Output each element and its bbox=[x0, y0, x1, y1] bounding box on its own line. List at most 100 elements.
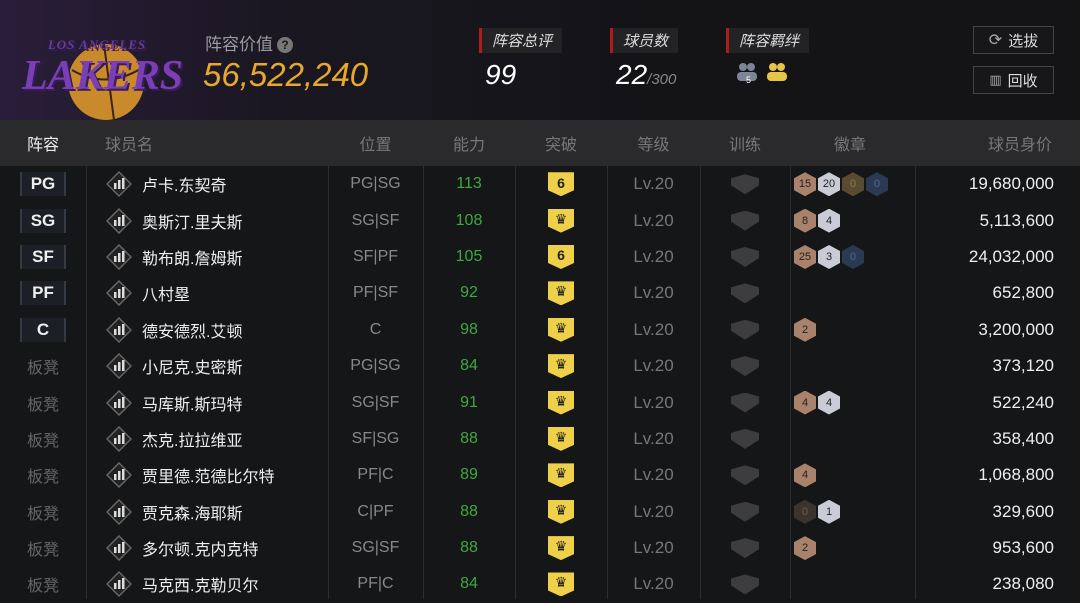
player-name-cell[interactable]: 贾克森.海耶斯 bbox=[86, 494, 328, 530]
badge-icon[interactable]: 25 bbox=[794, 244, 816, 269]
stats-chart-icon[interactable] bbox=[106, 571, 132, 598]
badge-icon[interactable]: 2 bbox=[794, 317, 816, 342]
training-cell[interactable] bbox=[700, 566, 790, 602]
training-cell[interactable] bbox=[700, 421, 790, 457]
badge-icon[interactable]: 2 bbox=[794, 536, 816, 561]
lineup-slot[interactable]: 板凳 bbox=[0, 494, 86, 530]
training-cell[interactable] bbox=[700, 530, 790, 566]
lineup-slot[interactable]: C bbox=[0, 312, 86, 348]
badge-icon[interactable]: 4 bbox=[818, 208, 840, 233]
recycle-button[interactable]: ▥ 回收 bbox=[973, 66, 1054, 94]
stats-chart-icon[interactable] bbox=[106, 425, 132, 452]
table-row[interactable]: 板凳 贾里德.范德比尔特 PF|C 89 ♛ Lv.20 4 1,068,800 bbox=[0, 457, 1080, 493]
col-training[interactable]: 训练 bbox=[728, 137, 761, 154]
lineup-slot[interactable]: SG bbox=[0, 202, 86, 238]
training-cell[interactable] bbox=[700, 494, 790, 530]
breakthrough-stage-icon[interactable]: 6 bbox=[548, 172, 574, 197]
col-badges[interactable]: 徽章 bbox=[833, 137, 866, 154]
breakthrough-crown-icon[interactable]: ♛ bbox=[548, 572, 574, 597]
stats-chart-icon[interactable] bbox=[106, 389, 132, 416]
breakthrough-crown-icon[interactable]: ♛ bbox=[548, 536, 574, 561]
training-cell[interactable] bbox=[700, 275, 790, 311]
player-name-cell[interactable]: 小尼克.史密斯 bbox=[86, 348, 328, 384]
breakthrough-crown-icon[interactable]: ♛ bbox=[548, 317, 574, 342]
badge-icon[interactable]: 0 bbox=[794, 499, 816, 524]
training-cell[interactable] bbox=[700, 166, 790, 202]
badge-icon[interactable]: 1 bbox=[818, 499, 840, 524]
breakthrough-crown-icon[interactable]: ♛ bbox=[548, 499, 574, 524]
lineup-slot[interactable]: PG bbox=[0, 166, 86, 202]
bond-5-icon[interactable]: 5 bbox=[734, 61, 760, 85]
lineup-slot[interactable]: SF bbox=[0, 239, 86, 275]
table-row[interactable]: SF 勒布朗.詹姆斯 SF|PF 105 6 Lv.20 25 3 0 24,032… bbox=[0, 239, 1080, 275]
lineup-slot[interactable]: 板凳 bbox=[0, 384, 86, 420]
badge-icon[interactable]: 0 bbox=[842, 172, 864, 197]
player-name-cell[interactable]: 卢卡.东契奇 bbox=[86, 166, 328, 202]
stats-chart-icon[interactable] bbox=[106, 353, 132, 380]
col-level[interactable]: 等级 bbox=[637, 137, 670, 154]
badge-icon[interactable]: 3 bbox=[818, 244, 840, 269]
badge-icon[interactable]: 20 bbox=[818, 172, 840, 197]
badge-icon[interactable]: 4 bbox=[794, 463, 816, 488]
col-player-value[interactable]: 球员身价 bbox=[987, 137, 1052, 154]
badge-icon[interactable]: 15 bbox=[794, 172, 816, 197]
table-row[interactable]: 板凳 多尔顿.克内克特 SG|SF 88 ♛ Lv.20 2 953,600 bbox=[0, 530, 1080, 566]
stats-chart-icon[interactable] bbox=[106, 316, 132, 343]
training-cell[interactable] bbox=[700, 457, 790, 493]
breakthrough-crown-icon[interactable]: ♛ bbox=[548, 426, 574, 451]
player-name-cell[interactable]: 勒布朗.詹姆斯 bbox=[86, 239, 328, 275]
lineup-slot[interactable]: 板凳 bbox=[0, 421, 86, 457]
badge-icon[interactable]: 0 bbox=[842, 244, 864, 269]
lineup-slot[interactable]: 板凳 bbox=[0, 457, 86, 493]
select-button[interactable]: ⟳ 选拔 bbox=[973, 26, 1054, 54]
col-ability[interactable]: 能力 bbox=[452, 137, 485, 154]
player-name-cell[interactable]: 德安德烈.艾顿 bbox=[86, 312, 328, 348]
breakthrough-crown-icon[interactable]: ♛ bbox=[548, 390, 574, 415]
table-row[interactable]: C 德安德烈.艾顿 C 98 ♛ Lv.20 2 3,200,000 bbox=[0, 312, 1080, 348]
player-name-cell[interactable]: 贾里德.范德比尔特 bbox=[86, 457, 328, 493]
breakthrough-crown-icon[interactable]: ♛ bbox=[548, 463, 574, 488]
table-row[interactable]: 板凳 小尼克.史密斯 PG|SG 84 ♛ Lv.20 373,120 bbox=[0, 348, 1080, 384]
col-player-name[interactable]: 球员名 bbox=[105, 137, 154, 154]
lineup-slot[interactable]: 板凳 bbox=[0, 530, 86, 566]
col-position[interactable]: 位置 bbox=[359, 137, 392, 154]
player-name-cell[interactable]: 奥斯汀.里夫斯 bbox=[86, 202, 328, 238]
training-cell[interactable] bbox=[700, 202, 790, 238]
table-row[interactable]: 板凳 杰克.拉拉维亚 SF|SG 88 ♛ Lv.20 358,400 bbox=[0, 421, 1080, 457]
training-cell[interactable] bbox=[700, 348, 790, 384]
player-name-cell[interactable]: 杰克.拉拉维亚 bbox=[86, 421, 328, 457]
col-breakthrough[interactable]: 突破 bbox=[544, 137, 577, 154]
badge-icon[interactable]: 4 bbox=[818, 390, 840, 415]
table-row[interactable]: 板凳 马克西.克勒贝尔 PF|C 84 ♛ Lv.20 238,080 bbox=[0, 566, 1080, 602]
stats-chart-icon[interactable] bbox=[106, 207, 132, 234]
breakthrough-crown-icon[interactable]: ♛ bbox=[548, 281, 574, 306]
training-cell[interactable] bbox=[700, 384, 790, 420]
training-cell[interactable] bbox=[700, 312, 790, 348]
badge-icon[interactable]: 8 bbox=[794, 208, 816, 233]
player-name-cell[interactable]: 多尔顿.克内克特 bbox=[86, 530, 328, 566]
table-row[interactable]: PF 八村塁 PF|SF 92 ♛ Lv.20 652,800 bbox=[0, 275, 1080, 311]
badge-icon[interactable]: 4 bbox=[794, 390, 816, 415]
lineup-slot[interactable]: 板凳 bbox=[0, 348, 86, 384]
stats-chart-icon[interactable] bbox=[106, 498, 132, 525]
training-cell[interactable] bbox=[700, 239, 790, 275]
stats-chart-icon[interactable] bbox=[106, 171, 132, 198]
stats-chart-icon[interactable] bbox=[106, 535, 132, 562]
breakthrough-stage-icon[interactable]: 6 bbox=[548, 244, 574, 269]
help-icon[interactable]: ? bbox=[277, 37, 293, 53]
stats-chart-icon[interactable] bbox=[106, 280, 132, 307]
table-row[interactable]: PG 卢卡.东契奇 PG|SG 113 6 Lv.20 15 20 0 0 19,68… bbox=[0, 166, 1080, 202]
lineup-slot[interactable]: PF bbox=[0, 275, 86, 311]
stats-chart-icon[interactable] bbox=[106, 243, 132, 270]
player-name-cell[interactable]: 马库斯.斯玛特 bbox=[86, 384, 328, 420]
bond-gold-icon[interactable] bbox=[764, 61, 790, 85]
breakthrough-crown-icon[interactable]: ♛ bbox=[548, 208, 574, 233]
lineup-slot[interactable]: 板凳 bbox=[0, 566, 86, 602]
player-name-cell[interactable]: 八村塁 bbox=[86, 275, 328, 311]
player-name-cell[interactable]: 马克西.克勒贝尔 bbox=[86, 566, 328, 602]
stats-chart-icon[interactable] bbox=[106, 462, 132, 489]
col-lineup[interactable]: 阵容 bbox=[26, 137, 59, 154]
